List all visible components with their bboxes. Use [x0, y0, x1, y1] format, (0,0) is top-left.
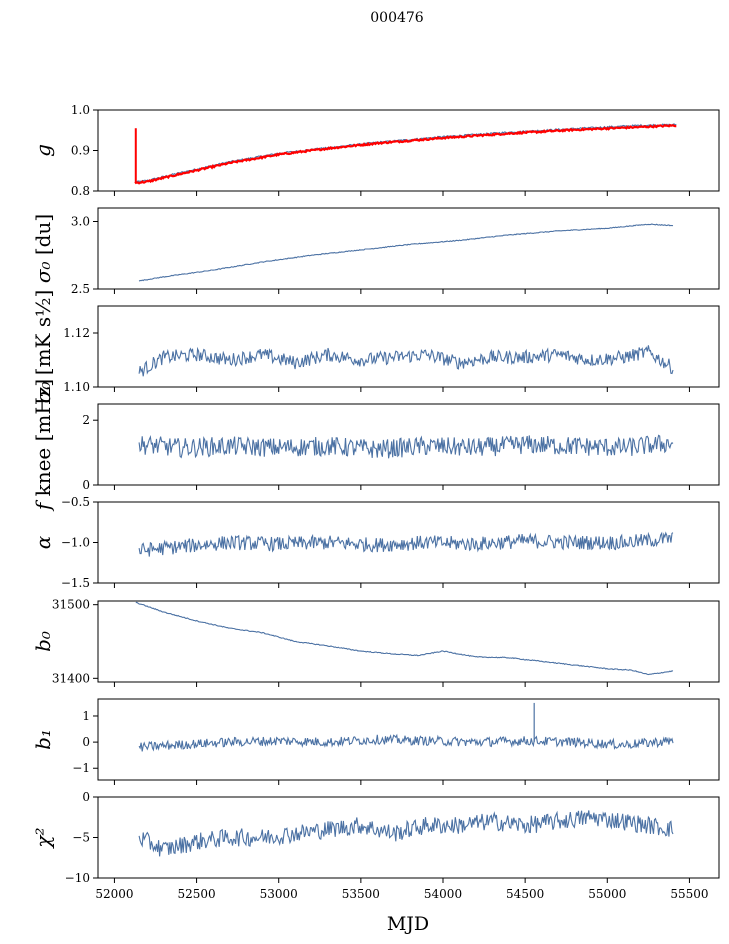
x-tick-label: 55000: [588, 887, 626, 901]
y-tick-label: 2: [82, 413, 90, 427]
figure-title: 000476: [370, 10, 424, 26]
axes-frame: [97, 501, 720, 584]
axes-frame: [97, 600, 720, 683]
panel-1: 0.8 0.9 1.0 g: [31, 103, 720, 198]
y-tick-label: 31500: [52, 598, 90, 612]
y-axis-label-symbol: χ²: [31, 827, 55, 849]
y-tick-label: 2.5: [71, 282, 90, 296]
series-line-sigma0: [138, 223, 674, 282]
y-tick-label: 31400: [52, 671, 90, 685]
y-axis-label: f knee [mHz]: [31, 379, 55, 512]
panel-3: 1.10 1.12 σ₀ [mK s½]: [31, 290, 720, 404]
series-line-model: [134, 123, 677, 183]
y-axis-label-symbol: σ₀: [31, 382, 55, 404]
axes-frame: [97, 109, 720, 192]
y-axis-label-symbol: b₀: [31, 631, 55, 652]
y-axis-label: σ₀ [mK s½]: [31, 290, 55, 404]
panel-8: −10 −5 0 52000 52500 53000 53500 54000 54500 5500…: [31, 790, 720, 901]
x-tick-label: 52500: [177, 887, 215, 901]
y-tick-label: −0.5: [61, 495, 90, 509]
axes-frame: [97, 698, 720, 781]
y-tick-label: −10: [65, 871, 90, 885]
y-axis-label-unit: [mK s½]: [31, 290, 55, 382]
axes-frame: [97, 305, 720, 388]
y-axis-label-symbol: α: [31, 535, 55, 549]
series-line-b1: [138, 733, 674, 752]
y-tick-label: 0: [82, 478, 90, 492]
x-tick-label: 55500: [670, 887, 708, 901]
panel-4: 0 2 f knee [mHz]: [31, 379, 720, 512]
panels: 0.8 0.9 1.0 g 2.5 3.0 σ₀ [du] 1.10 1.12 σ₀ [mK s½…: [31, 103, 720, 901]
series-line-sigma0_T: [138, 345, 674, 377]
y-axis-label: χ²: [31, 827, 55, 849]
axes-frame: [97, 403, 720, 486]
x-axis-label: MJD: [387, 913, 429, 935]
y-axis-label-symbol: g: [31, 144, 55, 157]
y-tick-label: 3.0: [71, 215, 90, 229]
panel-6: 31400 31500 b₀: [31, 598, 720, 687]
y-tick-label: −5: [72, 831, 90, 845]
axes-frame: [97, 796, 720, 879]
x-tick-label: 52000: [95, 887, 133, 901]
y-tick-label: −1: [72, 761, 90, 775]
y-tick-label: 1.12: [63, 326, 90, 340]
y-tick-label: −1.0: [61, 536, 90, 550]
x-tick-label: 53000: [260, 887, 298, 901]
y-tick-label: 0: [82, 735, 90, 749]
panel-2: 2.5 3.0 σ₀ [du]: [31, 207, 720, 296]
axes-frame: [97, 207, 720, 290]
y-tick-label: 0: [82, 790, 90, 804]
y-tick-label: 0.8: [71, 184, 90, 198]
y-axis-label-unit: knee [mHz]: [31, 379, 55, 503]
series-line-fknee: [138, 434, 674, 459]
panel-7: −1 0 1 b₁: [31, 698, 720, 785]
y-tick-label: −1.5: [61, 576, 90, 590]
y-axis-label-symbol: b₁: [31, 729, 55, 750]
x-tick-label: 54000: [424, 887, 462, 901]
y-axis-label: b₀: [31, 631, 55, 652]
y-axis-label: g: [31, 144, 55, 157]
panel-5: −1.5 −1.0 −0.5 α: [31, 495, 720, 590]
x-tick-label: 53500: [342, 887, 380, 901]
y-axis-label: b₁: [31, 729, 55, 750]
y-axis-label-symbol: σ₀: [31, 261, 55, 283]
y-tick-label: 1.10: [63, 380, 90, 394]
y-axis-label: α: [31, 535, 55, 549]
y-tick-label: 0.9: [71, 144, 90, 158]
series-line-fit: [134, 123, 677, 185]
series-line-b0: [135, 601, 674, 676]
series-line-alpha: [138, 531, 674, 557]
series-line-chi2: [138, 810, 674, 857]
y-axis-label-unit: [du]: [31, 214, 55, 262]
y-tick-label: 1: [82, 709, 90, 723]
x-tick-label: 54500: [506, 887, 544, 901]
y-axis-label: σ₀ [du]: [31, 214, 55, 283]
y-tick-label: 1.0: [71, 103, 90, 117]
